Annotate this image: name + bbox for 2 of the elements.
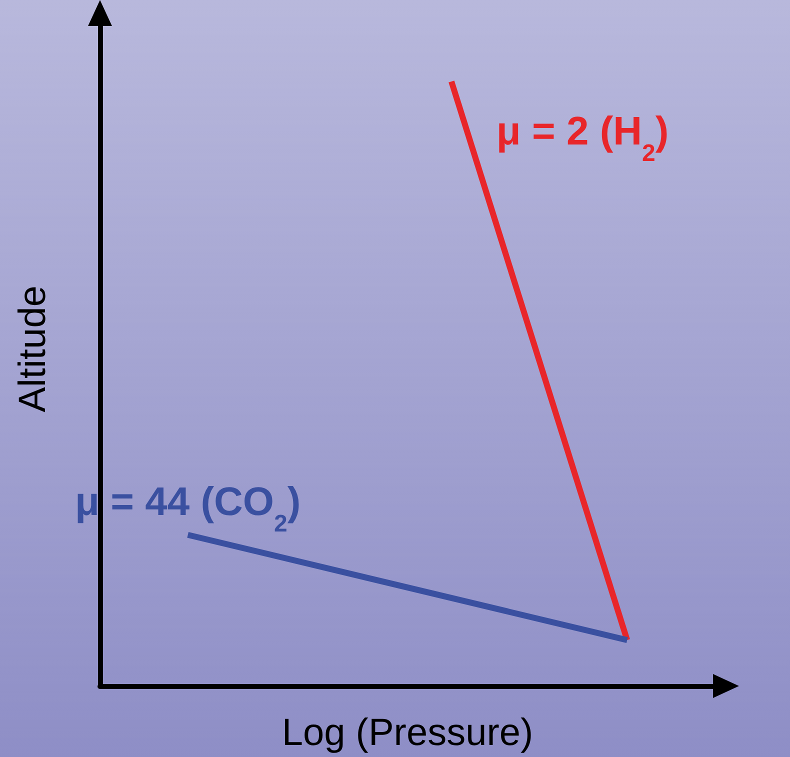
y-axis-title: Altitude <box>12 286 54 412</box>
x-axis-title: Log (Pressure) <box>282 712 534 754</box>
